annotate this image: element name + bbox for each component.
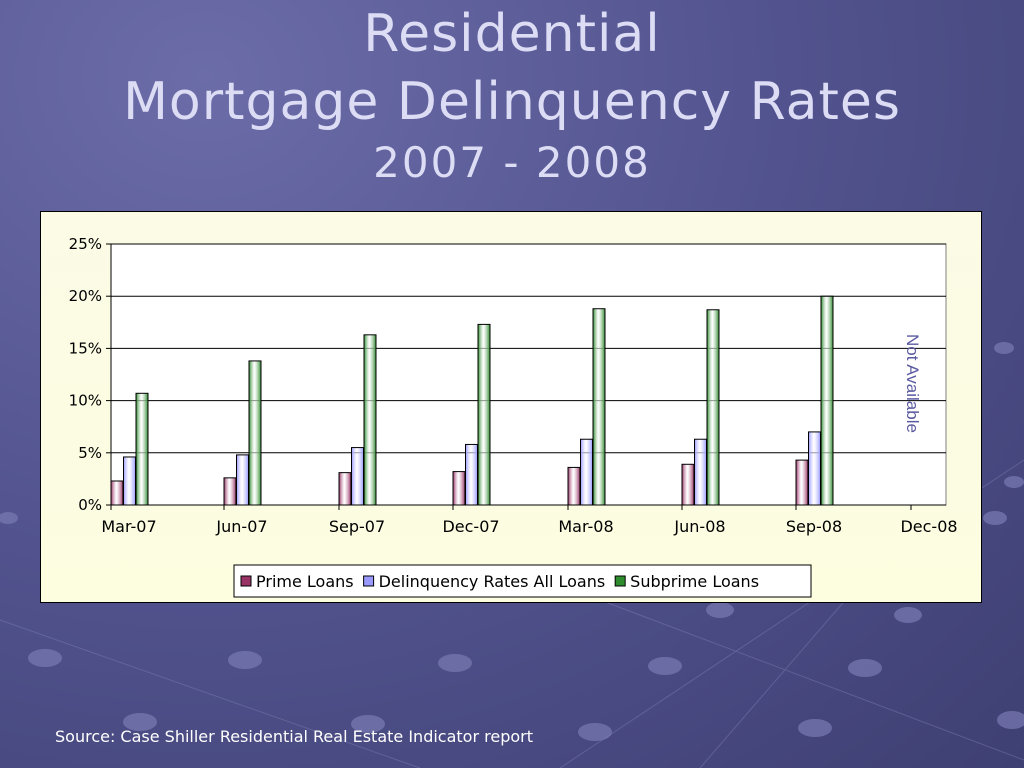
x-tick-label: Jun-07: [215, 517, 267, 536]
source-note: Source: Case Shiller Residential Real Es…: [55, 727, 533, 746]
bar-prime-loans: [681, 463, 695, 506]
legend-label: Prime Loans: [256, 572, 354, 591]
y-tick-label: 10%: [69, 392, 102, 410]
bar-prime-loans: [452, 471, 466, 506]
bar-subprime-loans: [592, 308, 606, 506]
legend-label: Delinquency Rates All Loans: [379, 572, 606, 591]
x-tick-label: Sep-07: [329, 517, 385, 536]
legend-label: Subprime Loans: [630, 572, 759, 591]
bar-prime-loans: [567, 466, 581, 506]
y-tick-label: 5%: [78, 444, 102, 462]
bar-delinquency-rates-all-loans: [123, 456, 136, 506]
bar-prime-loans: [338, 472, 352, 506]
legend-swatch: [240, 575, 252, 587]
y-tick-label: 15%: [69, 339, 102, 357]
bar-delinquency-rates-all-loans: [236, 454, 249, 506]
bar-delinquency-rates-all-loans: [580, 438, 593, 506]
bar-chart: 0% 5% 10% 15% 20% 25% Mar-07 Jun-07 Sep-07 Dec-07…: [69, 235, 958, 598]
y-tick-label: 20%: [69, 287, 102, 305]
legend-box: [233, 564, 812, 598]
not-available-annotation: Not Available: [903, 334, 922, 433]
bar-subprime-loans: [363, 334, 377, 506]
title-line-3: 2007 - 2008: [373, 138, 651, 187]
bar-delinquency-rates-all-loans: [351, 447, 364, 506]
x-tick-label: Dec-08: [900, 517, 957, 536]
bar-delinquency-rates-all-loans: [808, 431, 821, 506]
x-tick-label: Dec-07: [442, 517, 499, 536]
bar-subprime-loans: [820, 295, 834, 506]
bar-prime-loans: [223, 477, 237, 506]
bar-subprime-loans: [248, 360, 262, 506]
x-tick-label: Mar-08: [558, 517, 613, 536]
bar-subprime-loans: [135, 392, 149, 506]
y-tick-label: 0%: [78, 496, 102, 514]
x-tick-label: Jun-08: [673, 517, 725, 536]
title-line-2: Mortgage Delinquency Rates: [123, 72, 901, 132]
legend-swatch: [614, 575, 626, 587]
legend-swatch: [363, 575, 375, 587]
bar-subprime-loans: [706, 309, 720, 506]
title-line-1: Residential: [363, 4, 661, 64]
chart-container: 0% 5% 10% 15% 20% 25% Mar-07 Jun-07 Sep-07 Dec-07…: [40, 211, 982, 603]
x-tick-label: Sep-08: [786, 517, 842, 536]
y-tick-label: 25%: [69, 235, 102, 253]
x-tick-label: Mar-07: [101, 517, 156, 536]
bar-delinquency-rates-all-loans: [465, 443, 478, 506]
bar-subprime-loans: [477, 323, 491, 506]
bar-prime-loans: [110, 480, 124, 506]
bar-prime-loans: [795, 459, 809, 506]
bar-delinquency-rates-all-loans: [694, 438, 707, 506]
